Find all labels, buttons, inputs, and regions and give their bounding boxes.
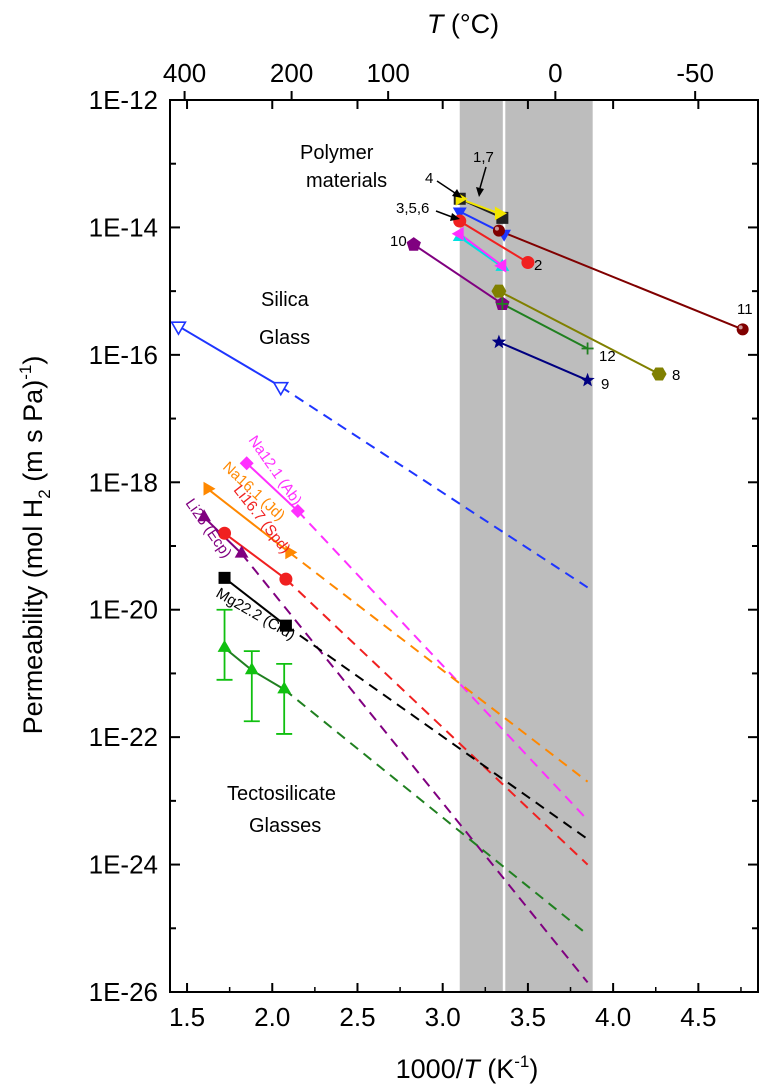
y-tick-label: 1E-24 [89, 850, 158, 880]
series-line [223, 532, 287, 580]
series-extrapolation [285, 578, 589, 866]
series-line [459, 220, 529, 264]
data-point-marker [279, 572, 293, 586]
data-point-marker [491, 284, 507, 298]
top-tick-label: 0 [548, 58, 562, 88]
arrow-4-head [452, 189, 462, 198]
arrow-4 [436, 180, 456, 194]
polymer-annotation-line2: materials [306, 170, 387, 192]
label-1-7: 1,7 [473, 149, 494, 166]
series-extrapolation [283, 688, 589, 936]
x-tick-label: 4.0 [595, 1002, 631, 1032]
data-point-marker [217, 639, 232, 652]
label-10: 10 [390, 233, 407, 250]
series-line [498, 290, 660, 375]
label-3-5-6: 3,5,6 [396, 200, 429, 217]
data-point-marker [406, 237, 421, 251]
arrow-1-7-head [476, 187, 484, 197]
data-point-marker [197, 509, 211, 522]
series-line [498, 341, 588, 382]
y-tick-label: 1E-22 [89, 722, 158, 752]
label-11: 11 [737, 301, 753, 318]
data-point-marker [451, 226, 464, 241]
series-line [177, 325, 282, 388]
series-label-li25: Mg22.2 (Crd) [213, 585, 298, 644]
series-extrapolation [240, 552, 589, 984]
data-point-marker [285, 545, 298, 560]
marker-highlight [738, 325, 743, 330]
arrow-1-7 [479, 166, 487, 189]
top-tick-label: 100 [366, 58, 409, 88]
label-2: 2 [534, 257, 542, 274]
series-line [459, 236, 503, 268]
series-line [459, 197, 500, 215]
data-point-marker [203, 481, 216, 496]
data-point-marker [580, 372, 595, 387]
data-point-marker [277, 681, 292, 694]
y-tick-label: 1E-20 [89, 595, 158, 625]
series-extrapolation [288, 551, 589, 783]
series-line [413, 243, 503, 305]
shaded-band [459, 100, 593, 992]
y-tick-label: 1E-14 [89, 212, 158, 242]
y-tick-label: 1E-18 [89, 467, 158, 497]
polymer-annotation-line1: Polymer [300, 142, 374, 164]
series-extrapolation [285, 624, 589, 840]
data-point-marker [279, 619, 292, 632]
series-line [498, 229, 744, 331]
data-point-marker [272, 381, 290, 397]
data-point-marker [492, 224, 505, 237]
x-axis-label: 1000/T (K-1) [396, 1052, 539, 1084]
top-axis-label: T (°C) [427, 9, 499, 39]
tick-layer: 1.5 2.0 2.5 3.0 3.5 4.0 4.5 1E-12 1E-14 1E-16 1E-1… [89, 58, 758, 1032]
label-12: 12 [599, 348, 616, 365]
top-tick-label: 200 [270, 58, 313, 88]
data-point-marker [494, 258, 507, 273]
y-axis-label: Permeability (mol H2 (m s Pa)-1) [16, 356, 54, 735]
x-tick-label: 2.5 [339, 1002, 375, 1032]
x-tick-label: 3.5 [510, 1002, 546, 1032]
tecto-annotation-line2: Glasses [249, 815, 321, 837]
data-point-marker [234, 545, 249, 558]
y-tick-label: 1E-26 [89, 977, 158, 1007]
label-8: 8 [672, 367, 680, 384]
data-point-marker [491, 334, 507, 349]
series-line [459, 232, 503, 267]
series-line [206, 487, 290, 554]
y-tick-label: 1E-12 [89, 85, 158, 115]
label-9: 9 [601, 376, 609, 393]
y-tick-label: 1E-16 [89, 340, 158, 370]
x-tick-label: 1.5 [169, 1002, 205, 1032]
data-point-marker [651, 367, 667, 381]
arrow-3-5-6 [435, 210, 453, 218]
top-tick-label: 400 [163, 58, 206, 88]
data-point-marker [244, 662, 259, 675]
silica-annotation-line1: Silica [261, 289, 310, 311]
series-line [223, 577, 287, 627]
data-point-marker [521, 255, 535, 269]
top-tick-label: -50 [676, 58, 714, 88]
data-point-marker [494, 206, 507, 221]
data-point-marker [736, 323, 749, 336]
label-4: 4 [425, 170, 433, 187]
series-line [246, 462, 299, 512]
data-point-marker [218, 571, 231, 584]
silica-annotation-line2: Glass [259, 327, 310, 349]
data-point-marker [239, 456, 254, 471]
series-extrapolation [297, 510, 589, 821]
x-tick-label: 2.0 [254, 1002, 290, 1032]
marker-layer [170, 191, 749, 735]
data-point-marker [218, 526, 232, 540]
tecto-annotation-line1: Tectosilicate [227, 783, 336, 805]
data-point-marker [452, 207, 467, 220]
x-tick-label: 4.5 [680, 1002, 716, 1032]
marker-highlight [494, 226, 499, 231]
series-line [501, 303, 589, 350]
data-point-marker [170, 321, 187, 336]
data-point-marker [290, 504, 305, 518]
x-tick-label: 3.0 [425, 1002, 461, 1032]
arrow-3-5-6-head [450, 213, 460, 221]
